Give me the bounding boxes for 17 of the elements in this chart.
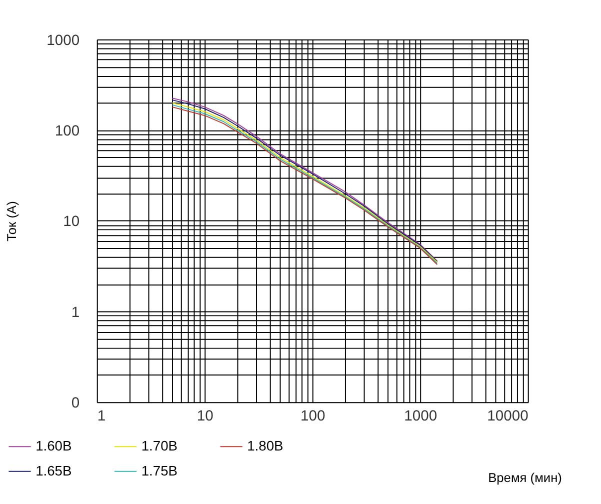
x-tick-label: 100: [300, 408, 326, 424]
legend-label: 1.80В: [247, 438, 284, 454]
x-axis-title: Время (мин): [488, 470, 562, 485]
legend-label: 1.65В: [36, 462, 72, 478]
y-tick-label: 10: [63, 214, 80, 230]
x-tick-label: 10000: [487, 408, 528, 424]
y-tick-label: 100: [54, 124, 80, 140]
y-axis-title: Ток (А): [4, 201, 19, 242]
y-tick-label: 1: [71, 304, 80, 321]
legend-label: 1.60В: [36, 438, 72, 454]
x-tick-label: 1000: [404, 408, 438, 424]
legend-label: 1.75В: [141, 462, 178, 478]
x-tick-label: 10: [196, 408, 214, 424]
legend-label: 1.70В: [141, 438, 178, 454]
y-tick-label: 1000: [46, 32, 80, 49]
x-tick-label: 1: [97, 408, 106, 424]
y-tick-label: 0: [71, 396, 80, 412]
